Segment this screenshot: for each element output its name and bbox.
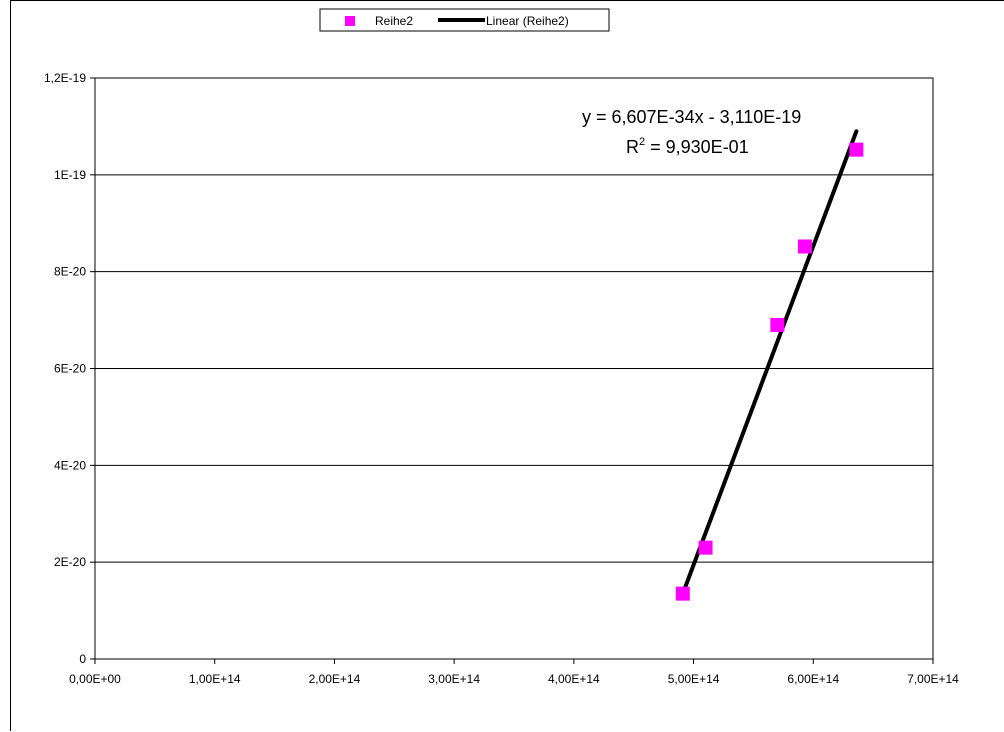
data-points xyxy=(675,142,864,601)
data-point xyxy=(770,317,785,332)
r2-symbol: R xyxy=(626,137,639,157)
legend-label-linear: Linear (Reihe2) xyxy=(486,14,569,28)
trendline-equation: y = 6,607E-34x - 3,110E-19 xyxy=(582,107,801,127)
data-point xyxy=(675,586,690,601)
grid-lines xyxy=(95,77,933,563)
y-tick-label: 8E-20 xyxy=(54,265,86,279)
trendline-r2: R2 = 9,930E-01 xyxy=(626,136,749,157)
x-tick-label: 4,00E+14 xyxy=(548,672,600,686)
scatter-chart: 0 2E-20 4E-20 6E-20 8E-20 1E-19 1,2E-19 0,00E+0… xyxy=(44,8,959,686)
y-tick-label: 0 xyxy=(79,652,86,666)
data-point xyxy=(797,239,812,254)
x-tick-label: 3,00E+14 xyxy=(428,672,480,686)
y-tick-label: 1E-19 xyxy=(54,168,86,182)
x-tick-label: 2,00E+14 xyxy=(309,672,361,686)
x-tick-label: 1,00E+14 xyxy=(189,672,241,686)
x-tick-label: 7,00E+14 xyxy=(907,672,959,686)
x-tick-label: 5,00E+14 xyxy=(668,672,720,686)
axes: 0 2E-20 4E-20 6E-20 8E-20 1E-19 1,2E-19 0,00E+0… xyxy=(44,71,959,686)
legend-label-reihe2: Reihe2 xyxy=(375,14,413,28)
legend-marker-reihe2 xyxy=(345,16,355,26)
trendline-layer xyxy=(680,129,859,596)
r2-superscript: 2 xyxy=(639,136,645,148)
y-tick-label: 2E-20 xyxy=(54,555,86,569)
x-tick-label: 0,00E+00 xyxy=(69,672,121,686)
y-tick-label: 1,2E-19 xyxy=(44,71,86,85)
chart-area: 0 2E-20 4E-20 6E-20 8E-20 1E-19 1,2E-19 0,00E+0… xyxy=(10,0,1004,731)
r2-value: = 9,930E-01 xyxy=(645,137,749,157)
trendline xyxy=(680,129,859,596)
y-tick-label: 6E-20 xyxy=(54,362,86,376)
y-tick-label: 4E-20 xyxy=(54,458,86,472)
data-point xyxy=(849,142,864,157)
legend: Reihe2 Linear (Reihe2) xyxy=(319,8,610,32)
x-tick-label: 6,00E+14 xyxy=(787,672,839,686)
data-point xyxy=(698,540,713,555)
